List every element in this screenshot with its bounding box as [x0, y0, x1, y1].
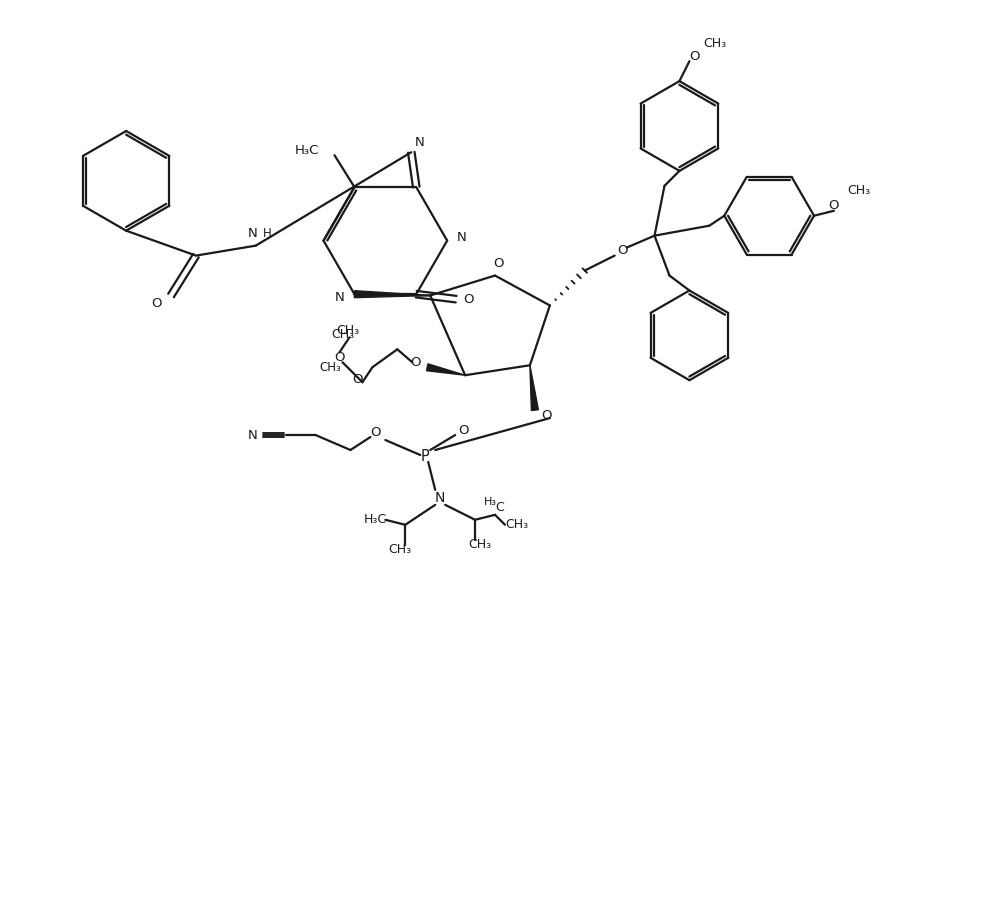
Text: CH₃: CH₃: [331, 328, 354, 341]
Text: CH₃: CH₃: [847, 184, 870, 197]
Text: N: N: [248, 227, 258, 240]
Polygon shape: [354, 291, 430, 298]
Text: O: O: [410, 356, 421, 369]
Text: O: O: [493, 257, 503, 270]
Text: N: N: [248, 428, 258, 442]
Text: CH₃: CH₃: [320, 361, 341, 374]
Text: O: O: [370, 426, 381, 438]
Text: CH₃: CH₃: [468, 538, 492, 551]
Text: N: N: [414, 136, 424, 149]
Text: O: O: [617, 244, 628, 257]
Text: O: O: [334, 351, 345, 364]
Text: O: O: [829, 199, 839, 212]
Text: C: C: [496, 501, 504, 514]
Text: H₃: H₃: [484, 497, 497, 507]
Text: O: O: [689, 50, 700, 63]
Text: H: H: [263, 227, 272, 240]
Text: H₃C: H₃C: [294, 144, 319, 157]
Text: O: O: [463, 292, 473, 306]
Text: CH₃: CH₃: [336, 324, 359, 337]
Text: N: N: [335, 291, 344, 303]
Text: O: O: [542, 409, 552, 421]
Text: H₃C: H₃C: [364, 513, 387, 526]
Text: CH₃: CH₃: [389, 544, 412, 556]
Text: N: N: [435, 491, 445, 505]
Polygon shape: [427, 364, 465, 375]
Text: P: P: [421, 449, 430, 464]
Polygon shape: [530, 365, 538, 410]
Text: O: O: [352, 373, 363, 386]
Text: O: O: [151, 297, 161, 310]
Text: N: N: [457, 231, 467, 244]
Text: O: O: [458, 424, 468, 436]
Text: CH₃: CH₃: [505, 518, 529, 531]
Text: CH₃: CH₃: [703, 37, 726, 50]
